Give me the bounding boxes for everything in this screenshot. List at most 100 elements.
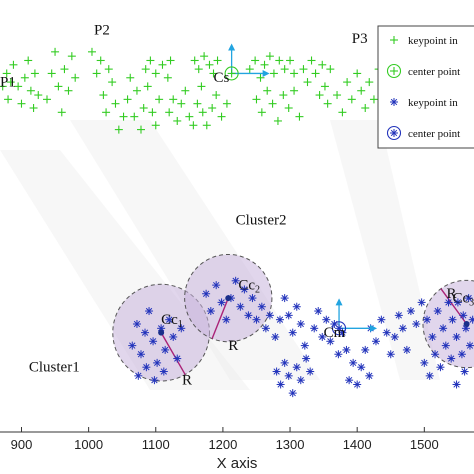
annotation-label: Cc3 bbox=[453, 290, 474, 308]
green-keypoint bbox=[252, 95, 261, 104]
annotation-label: Cm bbox=[324, 325, 346, 341]
blue-keypoint bbox=[357, 363, 366, 372]
green-keypoint bbox=[265, 52, 274, 61]
x-tick-label: 1200 bbox=[208, 437, 237, 452]
annotation-label: P3 bbox=[352, 31, 368, 47]
green-keypoint bbox=[275, 56, 284, 65]
green-keypoint bbox=[87, 47, 96, 56]
green-keypoint bbox=[136, 125, 145, 134]
blue-keypoint bbox=[459, 311, 468, 320]
blue-keypoint bbox=[165, 315, 174, 324]
blue-keypoint bbox=[161, 345, 170, 354]
legend-entry-label: keypoint in bbox=[408, 97, 458, 109]
blue-keypoint bbox=[296, 320, 305, 328]
annotation-label: R bbox=[228, 338, 238, 354]
green-keypoint bbox=[17, 99, 26, 108]
green-keypoint bbox=[30, 69, 39, 78]
blue-keypoint bbox=[141, 328, 150, 337]
blue-keypoint bbox=[468, 315, 474, 324]
radius-line bbox=[211, 297, 229, 339]
green-keypoint bbox=[14, 82, 23, 91]
center-point bbox=[332, 298, 378, 336]
blue-keypoint bbox=[353, 380, 362, 389]
blue-keypoint bbox=[252, 315, 261, 324]
blue-keypoint bbox=[217, 298, 226, 307]
green-keypoint bbox=[47, 69, 56, 78]
green-keypoint bbox=[148, 108, 157, 117]
annotation-subscript: 3 bbox=[469, 297, 474, 308]
blue-keypoint bbox=[444, 298, 453, 307]
blue-keypoint bbox=[338, 328, 347, 337]
center-point bbox=[224, 43, 270, 81]
blue-keypoint bbox=[433, 307, 442, 316]
legend-marker bbox=[390, 36, 398, 44]
blue-keypoint bbox=[436, 363, 445, 372]
green-keypoint bbox=[315, 91, 324, 100]
blue-keypoint bbox=[136, 350, 145, 359]
blue-keypoint bbox=[382, 328, 391, 337]
blue-keypoint bbox=[417, 298, 426, 307]
blue-keypoint bbox=[342, 345, 351, 354]
axes: 900 1000 1100 1200 1300 1400 1500 X axis bbox=[0, 427, 474, 472]
green-keypoint bbox=[139, 104, 148, 112]
green-keypoint bbox=[245, 65, 254, 74]
x-tick-label: 900 bbox=[11, 437, 33, 452]
green-keypoint bbox=[165, 108, 174, 117]
blue-keypoint bbox=[322, 315, 331, 324]
green-keypoint bbox=[64, 86, 73, 95]
green-keypoint bbox=[209, 69, 218, 78]
blue-keypoint bbox=[157, 324, 166, 333]
green-keypoint bbox=[268, 99, 277, 108]
connector-band bbox=[330, 120, 440, 380]
green-keypoint bbox=[92, 69, 101, 78]
blue-keypoint bbox=[240, 285, 249, 294]
legend-marker bbox=[386, 125, 402, 141]
blue-keypoint bbox=[465, 341, 474, 350]
green-keypoint bbox=[212, 91, 221, 100]
center-marker bbox=[224, 66, 239, 81]
annotation-label: Cluster2 bbox=[236, 213, 287, 229]
blue-keypoint bbox=[394, 311, 403, 320]
blue-keypoint bbox=[244, 311, 253, 320]
center-points bbox=[224, 43, 378, 336]
green-keypoint bbox=[34, 91, 43, 100]
green-keypoint bbox=[353, 69, 362, 78]
blue-keypoint bbox=[169, 332, 178, 341]
blue-keypoint bbox=[257, 302, 266, 311]
green-keypoint bbox=[108, 78, 117, 87]
blue-keypoint bbox=[361, 345, 370, 354]
green-keypoint bbox=[111, 99, 120, 108]
blue-keypoint bbox=[464, 294, 473, 303]
blue-keypoint bbox=[248, 294, 257, 303]
cluster-centroid bbox=[225, 295, 232, 302]
green-keypoint bbox=[24, 56, 33, 65]
green-keypoint bbox=[295, 112, 304, 121]
green-keypoint bbox=[4, 95, 13, 104]
green-keypoint bbox=[257, 108, 266, 117]
blue-keypoint bbox=[206, 307, 215, 316]
blue-keypoint bbox=[272, 367, 281, 376]
blue-keypoint bbox=[177, 324, 186, 333]
blue-keypoint bbox=[212, 281, 221, 290]
annotation-label: R bbox=[182, 372, 192, 388]
annotation-subscript: 1 bbox=[178, 319, 183, 330]
green-keypoint bbox=[320, 82, 329, 91]
blue-keypoint bbox=[365, 371, 374, 380]
annotation-label: Cc1 bbox=[161, 312, 183, 330]
keypoints bbox=[0, 47, 474, 398]
green-keypoint bbox=[198, 108, 207, 117]
legend-entry-label: center point bbox=[408, 66, 460, 78]
green-keypoint bbox=[189, 121, 198, 130]
green-keypoint bbox=[307, 56, 316, 65]
green-keypoint bbox=[151, 121, 160, 130]
green-keypoint bbox=[269, 69, 278, 78]
green-keypoint bbox=[99, 91, 108, 100]
blue-keypoint bbox=[441, 341, 450, 350]
green-keypoint bbox=[217, 112, 226, 121]
green-keypoint bbox=[114, 125, 123, 134]
green-keypoint bbox=[299, 65, 308, 74]
green-keypoint bbox=[357, 86, 366, 95]
green-keypoint bbox=[177, 99, 186, 108]
